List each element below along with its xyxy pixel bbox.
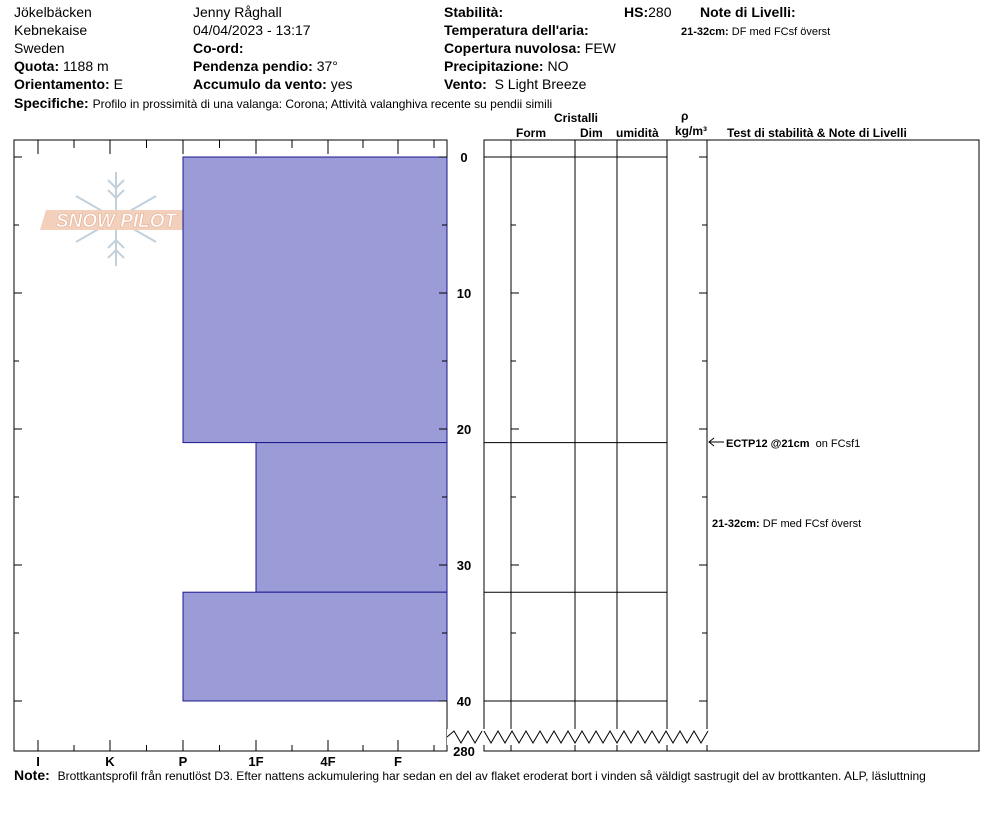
depth-axis: 0 10 20 30 40 280 <box>14 150 707 759</box>
wind-value: S Light Breeze <box>494 76 587 92</box>
depth-tick-label-10: 10 <box>457 286 471 301</box>
stability-test-code: ECTP12 @21cm <box>726 438 810 450</box>
slope: Pendenza pendio: 37° <box>193 58 338 74</box>
country: Sweden <box>14 40 65 56</box>
coord-label: Co-ord: <box>193 40 244 56</box>
break-zigzag-left <box>446 730 483 744</box>
depth-tick-label-20: 20 <box>457 422 471 437</box>
watermark-text: SNOW PILOT <box>56 211 178 232</box>
layer-note-annotation: 21-32cm: DF med FCsf överst <box>712 516 861 532</box>
observer: Jenny Råghall <box>193 4 282 20</box>
test-arrow-head <box>708 437 715 447</box>
layer-bars <box>182 156 448 702</box>
hardness-tick-label-1: K <box>105 754 115 769</box>
wind-load: Accumulo da vento: yes <box>193 76 352 92</box>
profile-table-frame <box>483 139 980 752</box>
location: Jökelbäcken <box>14 4 92 20</box>
col-tests-notes: Test di stabilità & Note di Livelli <box>727 126 907 140</box>
layer-notes-label: Note di Livelli: <box>700 4 796 20</box>
table-grid <box>484 140 708 751</box>
depth-tick-label-40: 40 <box>457 694 471 709</box>
wind-load-label: Accumulo da vento: <box>193 76 327 92</box>
cloud-value: FEW <box>584 40 616 56</box>
snow-pilot-watermark: SNOW PILOT <box>40 172 194 266</box>
footer-note-text: Brottkantsprofil från renutlöst D3. Efte… <box>57 769 926 783</box>
slope-value: 37° <box>316 58 338 74</box>
col-humidity: umidità <box>616 126 659 140</box>
footer-note: Note: Brottkantsprofil från renutlöst D3… <box>14 767 926 784</box>
cloud: Copertura nuvolosa: FEW <box>444 40 616 56</box>
datetime: 04/04/2023 - 13:17 <box>193 22 311 38</box>
wind-label: Vento: <box>444 76 487 92</box>
precip-value: NO <box>547 58 569 74</box>
stability-test: ECTP12 @21cm on FCsf1 <box>726 436 860 452</box>
hs: HS:280 <box>624 4 671 20</box>
hs-value: 280 <box>648 4 672 20</box>
specifics-value: Profilo in prossimità di una valanga: Co… <box>92 97 553 111</box>
col-form: Form <box>516 126 546 140</box>
layer-note-text: DF med FCsf överst <box>731 26 831 38</box>
hardness-tick-label-0: I <box>36 754 40 769</box>
col-rho: ρ <box>681 109 689 123</box>
depth-tick-label-30: 30 <box>457 558 471 573</box>
hardness-tick-label-3: 1F <box>248 754 263 769</box>
layer-bar-0 <box>182 156 448 444</box>
precip: Precipitazione: NO <box>444 58 568 74</box>
col-dim: Dim <box>580 126 603 140</box>
orientation-label: Orientamento: <box>14 76 110 92</box>
orientation: Orientamento: E <box>14 76 123 92</box>
layer-note-annotation-text: DF med FCsf överst <box>762 518 862 530</box>
depth-bottom-label: 280 <box>453 744 475 759</box>
hardness-tick-label-4: 4F <box>320 754 335 769</box>
layer-bar-1 <box>255 442 448 593</box>
hardness-tick-label-2: P <box>179 754 188 769</box>
break-mask <box>447 729 708 745</box>
specifics: Specifiche: Profilo in prossimità di una… <box>14 95 552 112</box>
specifics-label: Specifiche: <box>14 95 89 111</box>
col-cristalli: Cristalli <box>554 111 599 125</box>
footer-note-label: Note: <box>14 767 50 783</box>
hs-label: HS: <box>624 4 649 20</box>
layer-bar-2 <box>182 591 448 702</box>
cloud-label: Copertura nuvolosa: <box>444 40 581 56</box>
orientation-value: E <box>113 76 123 92</box>
break-zigzag-right <box>483 730 709 744</box>
stability-test-text: on FCsf1 <box>815 438 861 450</box>
region: Kebnekaise <box>14 22 88 38</box>
hardness-tick-label-5: F <box>394 754 402 769</box>
wind: Vento: S Light Breeze <box>444 76 586 92</box>
quota-label: Quota: <box>14 58 60 74</box>
quota-value: 1188 m <box>63 58 109 74</box>
slope-label: Pendenza pendio: <box>193 58 313 74</box>
quota: Quota: 1188 m <box>14 58 109 74</box>
stability-label: Stabilità: <box>444 4 504 20</box>
wind-load-value: yes <box>330 76 353 92</box>
precip-label: Precipitazione: <box>444 58 544 74</box>
watermark-banner <box>40 210 194 230</box>
depth-tick-label-0: 0 <box>460 150 467 165</box>
layer-note-range: 21-32cm: <box>681 26 729 38</box>
hardness-axis: I K P 1F 4F F <box>36 140 435 769</box>
layer-note-annotation-range: 21-32cm: <box>712 518 760 530</box>
air-temp-label: Temperatura dell'aria: <box>444 22 589 38</box>
layer-note: 21-32cm: DF med FCsf överst <box>681 24 830 40</box>
col-density-unit: kg/m³ <box>675 124 708 138</box>
